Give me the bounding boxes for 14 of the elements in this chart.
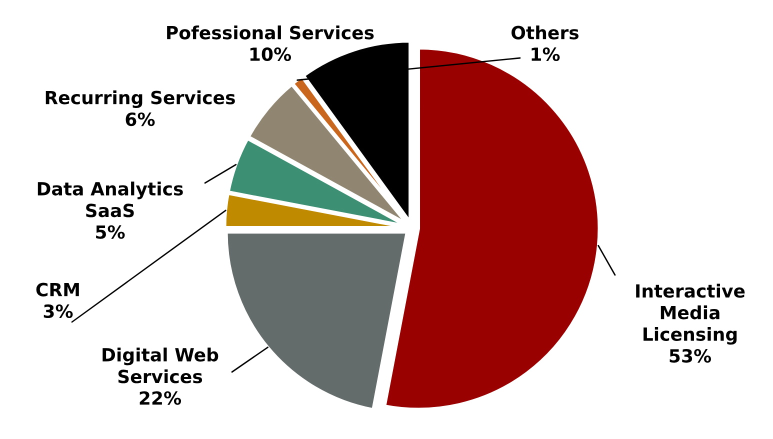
data-label: 22%: [140, 391, 182, 405]
data-label: 6%: [126, 112, 155, 126]
slice-label: CRM: [36, 282, 79, 296]
data-label: 3%: [44, 304, 73, 318]
slice-label: Pofessional Services: [167, 25, 374, 40]
slice-label: Recurring Services: [46, 90, 235, 108]
slice-label: Others: [512, 25, 579, 40]
data-label: 10%: [250, 47, 292, 62]
data-label: 53%: [670, 349, 712, 363]
data-label: 1%: [532, 47, 560, 62]
slice-label: Data Analytics SaaS: [38, 182, 183, 218]
slice-label: Interactive Media Licensing: [636, 284, 745, 345]
data-label: 5%: [96, 225, 125, 239]
slice-label: Digital Web Services: [102, 348, 218, 384]
